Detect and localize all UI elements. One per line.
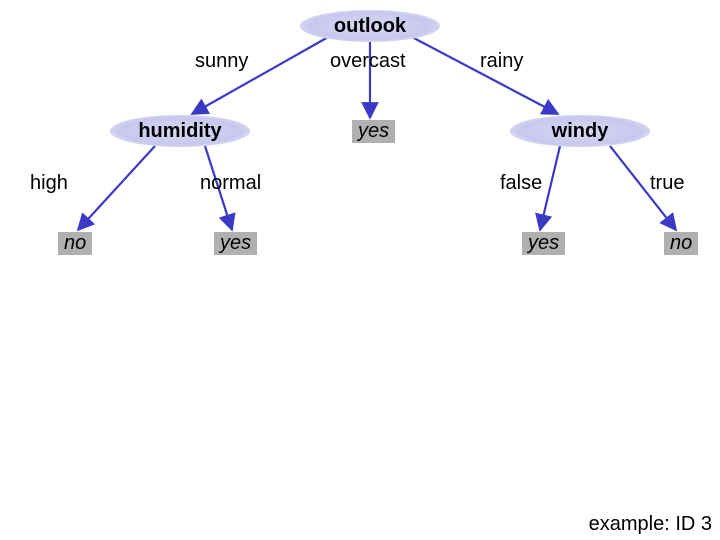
edge-arrow bbox=[192, 36, 330, 114]
leaf-yes-center: yes bbox=[352, 120, 395, 143]
leaf-no-left: no bbox=[58, 232, 92, 255]
edge-label-rainy: rainy bbox=[480, 50, 523, 73]
edge-arrow bbox=[540, 146, 560, 230]
node-humidity-label: humidity bbox=[138, 120, 221, 143]
node-windy-label: windy bbox=[552, 120, 609, 143]
edge-label-overcast: overcast bbox=[330, 50, 406, 73]
diagram-canvas: outlook humidity windy yes no yes yes no… bbox=[0, 0, 720, 540]
edge-label-sunny: sunny bbox=[195, 50, 248, 73]
edge-arrow bbox=[410, 36, 558, 114]
node-humidity: humidity bbox=[110, 115, 250, 147]
leaf-no-right: no bbox=[664, 232, 698, 255]
edge-label-normal: normal bbox=[200, 172, 261, 195]
caption: example: ID 3 bbox=[589, 513, 712, 536]
leaf-yes-left: yes bbox=[214, 232, 257, 255]
leaf-yes-right: yes bbox=[522, 232, 565, 255]
edge-label-high: high bbox=[30, 172, 68, 195]
arrows-layer bbox=[0, 0, 720, 540]
node-windy: windy bbox=[510, 115, 650, 147]
edge-label-true: true bbox=[650, 172, 684, 195]
node-outlook: outlook bbox=[300, 10, 440, 42]
edge-arrow bbox=[78, 146, 155, 230]
node-outlook-label: outlook bbox=[334, 15, 406, 38]
edge-label-false: false bbox=[500, 172, 542, 195]
